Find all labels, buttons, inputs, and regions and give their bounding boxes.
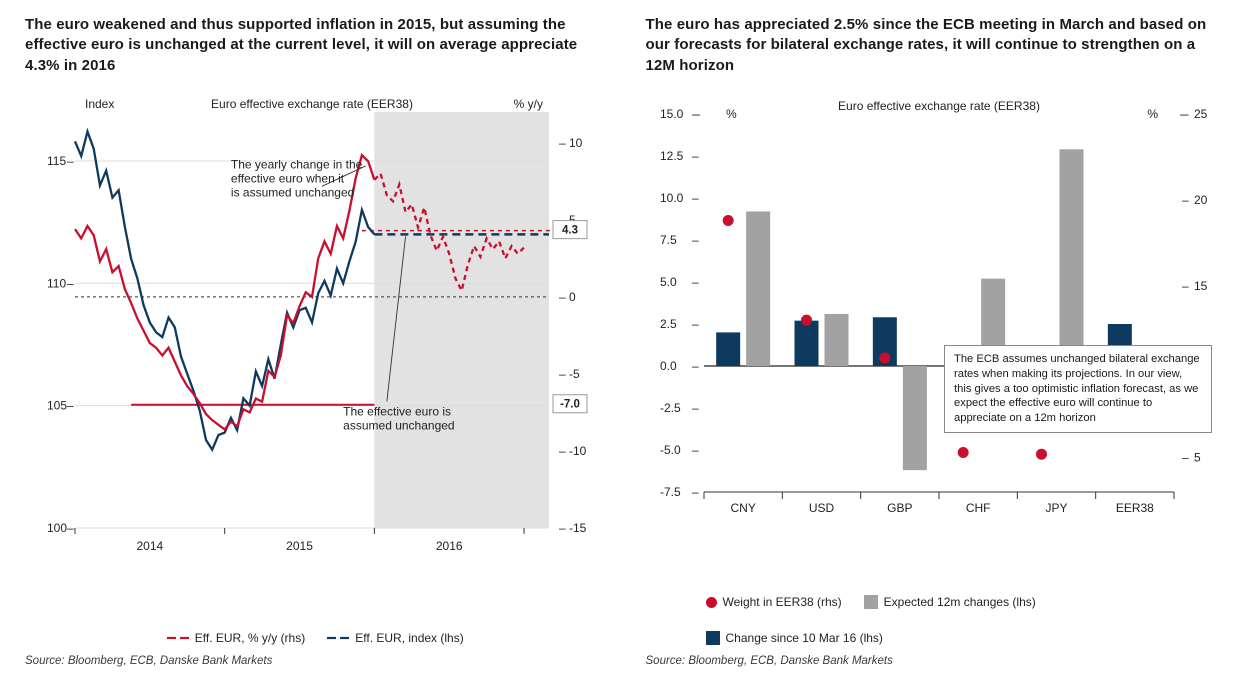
svg-text:2014: 2014: [136, 539, 163, 553]
legend-label: Change since 10 Mar 16 (lhs): [726, 631, 883, 645]
svg-text:The effective euro is: The effective euro is: [343, 404, 451, 418]
svg-text:CHF: CHF: [965, 501, 990, 515]
svg-text:–: –: [559, 290, 566, 304]
svg-text:-10: -10: [569, 444, 587, 458]
svg-text:The yearly change in the: The yearly change in the: [231, 157, 363, 171]
svg-text:2.5: 2.5: [660, 317, 677, 331]
svg-text:20: 20: [1194, 193, 1208, 207]
svg-text:–: –: [692, 149, 699, 163]
svg-text:–: –: [559, 444, 566, 458]
svg-text:–: –: [692, 233, 699, 247]
left-source: Source: Bloomberg, ECB, Danske Bank Mark…: [25, 655, 606, 667]
svg-text:Euro effective exchange rate (: Euro effective exchange rate (EER38): [838, 99, 1040, 113]
svg-text:–: –: [692, 107, 699, 121]
svg-text:–: –: [67, 154, 74, 168]
legend-label: Eff. EUR, index (lhs): [355, 631, 463, 645]
legend-sq-grey: [864, 595, 878, 609]
svg-text:%: %: [1147, 107, 1158, 121]
svg-text:–: –: [692, 443, 699, 457]
right-panel: The euro has appreciated 2.5% since the …: [646, 15, 1227, 667]
svg-text:–: –: [692, 317, 699, 331]
left-panel: The euro weakened and thus supported inf…: [25, 15, 606, 667]
legend-expected: Expected 12m changes (lhs): [864, 595, 1036, 609]
svg-text:–: –: [1182, 450, 1189, 464]
svg-text:0: 0: [569, 290, 576, 304]
legend-sq-navy: [706, 631, 720, 645]
svg-text:EER38: EER38: [1115, 501, 1153, 515]
svg-text:-7.0: -7.0: [560, 398, 580, 410]
svg-text:-5.0: -5.0: [660, 443, 681, 457]
svg-text:105: 105: [47, 398, 67, 412]
svg-text:CNY: CNY: [730, 501, 755, 515]
left-legend: Eff. EUR, % y/y (rhs) Eff. EUR, index (l…: [25, 631, 606, 645]
legend-key-navy: [327, 633, 349, 643]
svg-text:–: –: [67, 398, 74, 412]
right-source: Source: Bloomberg, ECB, Danske Bank Mark…: [646, 655, 1227, 667]
svg-text:15: 15: [1194, 279, 1208, 293]
svg-text:–: –: [67, 521, 74, 535]
legend-key-red: [167, 633, 189, 643]
legend-eff-eur-index: Eff. EUR, index (lhs): [327, 631, 463, 645]
svg-text:–: –: [692, 485, 699, 499]
legend-eff-eur-yoy: Eff. EUR, % y/y (rhs): [167, 631, 305, 645]
left-title: The euro weakened and thus supported inf…: [25, 15, 606, 76]
svg-text:GBP: GBP: [887, 501, 912, 515]
legend-dot-red: [706, 597, 717, 608]
svg-text:–: –: [692, 359, 699, 373]
svg-text:110: 110: [47, 276, 66, 290]
svg-text:–: –: [1182, 193, 1189, 207]
legend-weight: Weight in EER38 (rhs): [706, 595, 842, 609]
svg-text:-7.5: -7.5: [660, 485, 681, 499]
svg-text:–: –: [1182, 279, 1189, 293]
svg-text:-15: -15: [569, 521, 587, 535]
svg-text:2016: 2016: [436, 539, 463, 553]
svg-text:10: 10: [569, 136, 583, 150]
svg-text:7.5: 7.5: [660, 233, 677, 247]
svg-text:%: %: [726, 107, 737, 121]
svg-text:is assumed unchanged: is assumed unchanged: [231, 185, 354, 199]
right-legend: Weight in EER38 (rhs) Expected 12m chang…: [646, 595, 1227, 645]
legend-label: Weight in EER38 (rhs): [723, 595, 842, 609]
svg-text:assumed unchanged: assumed unchanged: [343, 418, 454, 432]
svg-text:–: –: [559, 521, 566, 535]
right-chart: Euro effective exchange rate (EER38) –% –%…: [646, 90, 1227, 589]
svg-text:5.0: 5.0: [660, 275, 677, 289]
svg-text:25: 25: [1194, 107, 1208, 121]
svg-text:5: 5: [1194, 450, 1201, 464]
right-chart-svg: Euro effective exchange rate (EER38) –% –%…: [646, 90, 1226, 530]
legend-label: Expected 12m changes (lhs): [884, 595, 1036, 609]
svg-text:Euro effective exchange rate (: Euro effective exchange rate (EER38): [211, 97, 413, 111]
ecb-note-box: The ECB assumes unchanged bilateral exch…: [944, 345, 1212, 433]
svg-text:Index: Index: [85, 97, 114, 111]
svg-text:100: 100: [47, 521, 67, 535]
svg-text:% y/y: % y/y: [514, 97, 543, 111]
svg-text:-5: -5: [569, 367, 580, 381]
left-chart: Index Euro effective exchange rate (EER38…: [25, 90, 606, 625]
svg-text:0.0: 0.0: [660, 359, 677, 373]
legend-label: Eff. EUR, % y/y (rhs): [195, 631, 305, 645]
svg-text:4.3: 4.3: [562, 224, 578, 236]
svg-text:–: –: [559, 136, 566, 150]
svg-text:–: –: [692, 275, 699, 289]
svg-text:10.0: 10.0: [660, 191, 684, 205]
svg-text:JPY: JPY: [1045, 501, 1067, 515]
svg-text:–: –: [1182, 107, 1189, 121]
svg-text:2015: 2015: [286, 539, 313, 553]
svg-text:-2.5: -2.5: [660, 401, 681, 415]
svg-text:12.5: 12.5: [660, 149, 684, 163]
svg-text:–: –: [692, 191, 699, 205]
legend-change-since: Change since 10 Mar 16 (lhs): [706, 631, 1227, 645]
svg-text:–: –: [559, 367, 566, 381]
right-title: The euro has appreciated 2.5% since the …: [646, 15, 1227, 76]
svg-text:–: –: [692, 401, 699, 415]
svg-text:15.0: 15.0: [660, 107, 684, 121]
svg-text:115: 115: [47, 154, 66, 168]
svg-text:–: –: [67, 276, 74, 290]
svg-text:USD: USD: [808, 501, 834, 515]
ecb-note-text: The ECB assumes unchanged bilateral exch…: [954, 353, 1200, 425]
left-chart-svg: Index Euro effective exchange rate (EER38…: [25, 90, 605, 570]
